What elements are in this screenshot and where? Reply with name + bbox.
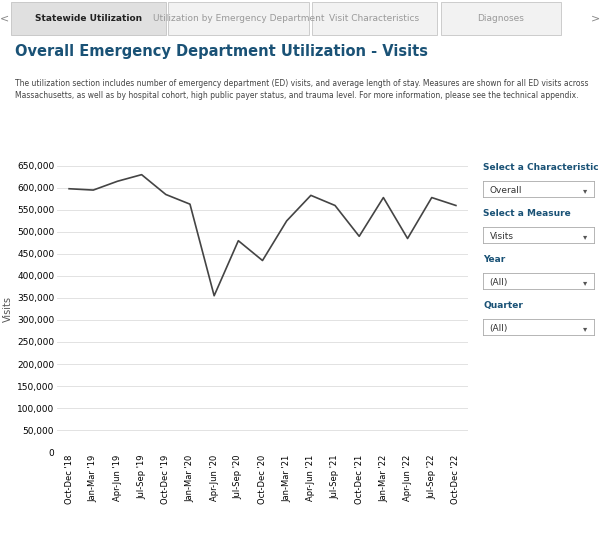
Text: The utilization section includes number of emergency department (ED) visits, and: The utilization section includes number …: [15, 79, 589, 100]
Text: Select a Characteristic: Select a Characteristic: [483, 163, 599, 172]
Text: Year: Year: [483, 255, 505, 264]
Text: (All): (All): [490, 324, 508, 333]
Text: ▾: ▾: [583, 186, 587, 195]
Text: Visit Characteristics: Visit Characteristics: [329, 14, 419, 22]
Text: Diagnoses: Diagnoses: [478, 14, 524, 22]
Text: Visits: Visits: [490, 232, 514, 241]
Y-axis label: Visits: Visits: [3, 296, 13, 322]
Text: ▾: ▾: [583, 278, 587, 287]
Text: ▾: ▾: [583, 324, 587, 333]
Text: Overall: Overall: [490, 186, 522, 195]
Text: <: <: [0, 14, 10, 24]
Text: Overall Emergency Department Utilization - Visits: Overall Emergency Department Utilization…: [15, 44, 428, 59]
FancyBboxPatch shape: [11, 2, 166, 35]
Text: ▾: ▾: [583, 232, 587, 241]
FancyBboxPatch shape: [312, 2, 437, 35]
FancyBboxPatch shape: [168, 2, 309, 35]
Text: Utilization by Emergency Department: Utilization by Emergency Department: [153, 14, 324, 22]
Text: (All): (All): [490, 278, 508, 287]
Text: Statewide Utilization: Statewide Utilization: [35, 14, 142, 22]
Text: Select a Measure: Select a Measure: [483, 209, 571, 218]
Text: Quarter: Quarter: [483, 301, 523, 310]
Text: >: >: [590, 14, 600, 24]
FancyBboxPatch shape: [441, 2, 561, 35]
